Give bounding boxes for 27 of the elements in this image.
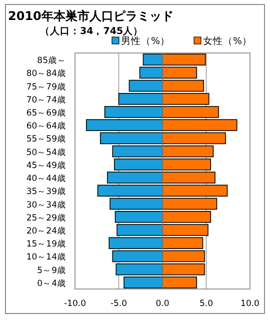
- y-tick-label: 85歳～: [37, 55, 66, 66]
- y-tick-label: 65～69歳: [26, 108, 66, 118]
- y-tick-label: 55～59歳: [26, 134, 66, 145]
- y-tick-label: 15～19歳: [26, 238, 66, 250]
- y-tick-label: 5～9歳: [37, 264, 66, 276]
- chart-subtitle: （人口：34，745人）: [40, 25, 144, 37]
- legend-label: 女性（%）: [203, 35, 252, 47]
- y-tick-label: 50～54歳: [26, 146, 66, 158]
- y-tick-label: 60～64歳: [26, 120, 66, 132]
- y-tick-label: 0～4歳: [37, 278, 66, 289]
- y-tick-label: 10～14歳: [26, 252, 66, 263]
- y-tick-label: 25～29歳: [26, 212, 66, 224]
- y-tick-label: 35～39歳: [26, 186, 66, 198]
- y-tick-label: 75～79歳: [26, 81, 66, 92]
- y-tick-label: 80～84歳: [26, 68, 66, 80]
- y-tick-label: 40～44歳: [26, 173, 66, 184]
- x-tick-label: 0.0: [156, 299, 170, 309]
- y-tick-label: 30～34歳: [26, 199, 66, 210]
- legend-label: 男性（%）: [121, 35, 170, 47]
- y-tick-label: 70～74歳: [26, 94, 66, 106]
- x-tick-label: -10.0: [64, 299, 86, 309]
- y-tick-label: 45～49歳: [26, 160, 66, 171]
- chart-title: 2010年本巣市人口ピラミッド: [8, 9, 174, 23]
- x-tick-label: 10.0: [240, 299, 260, 309]
- x-tick-label: 5.0: [199, 299, 214, 309]
- x-tick-label: -5.0: [110, 299, 128, 309]
- y-tick-label: 20～24歳: [26, 226, 66, 236]
